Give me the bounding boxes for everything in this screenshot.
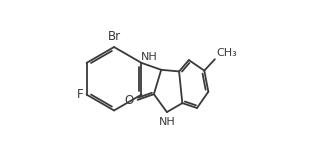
Text: Br: Br (108, 30, 121, 43)
Text: O: O (125, 94, 134, 107)
Text: CH₃: CH₃ (216, 48, 237, 58)
Text: F: F (77, 88, 83, 101)
Text: NH: NH (141, 52, 158, 62)
Text: NH: NH (159, 117, 176, 127)
